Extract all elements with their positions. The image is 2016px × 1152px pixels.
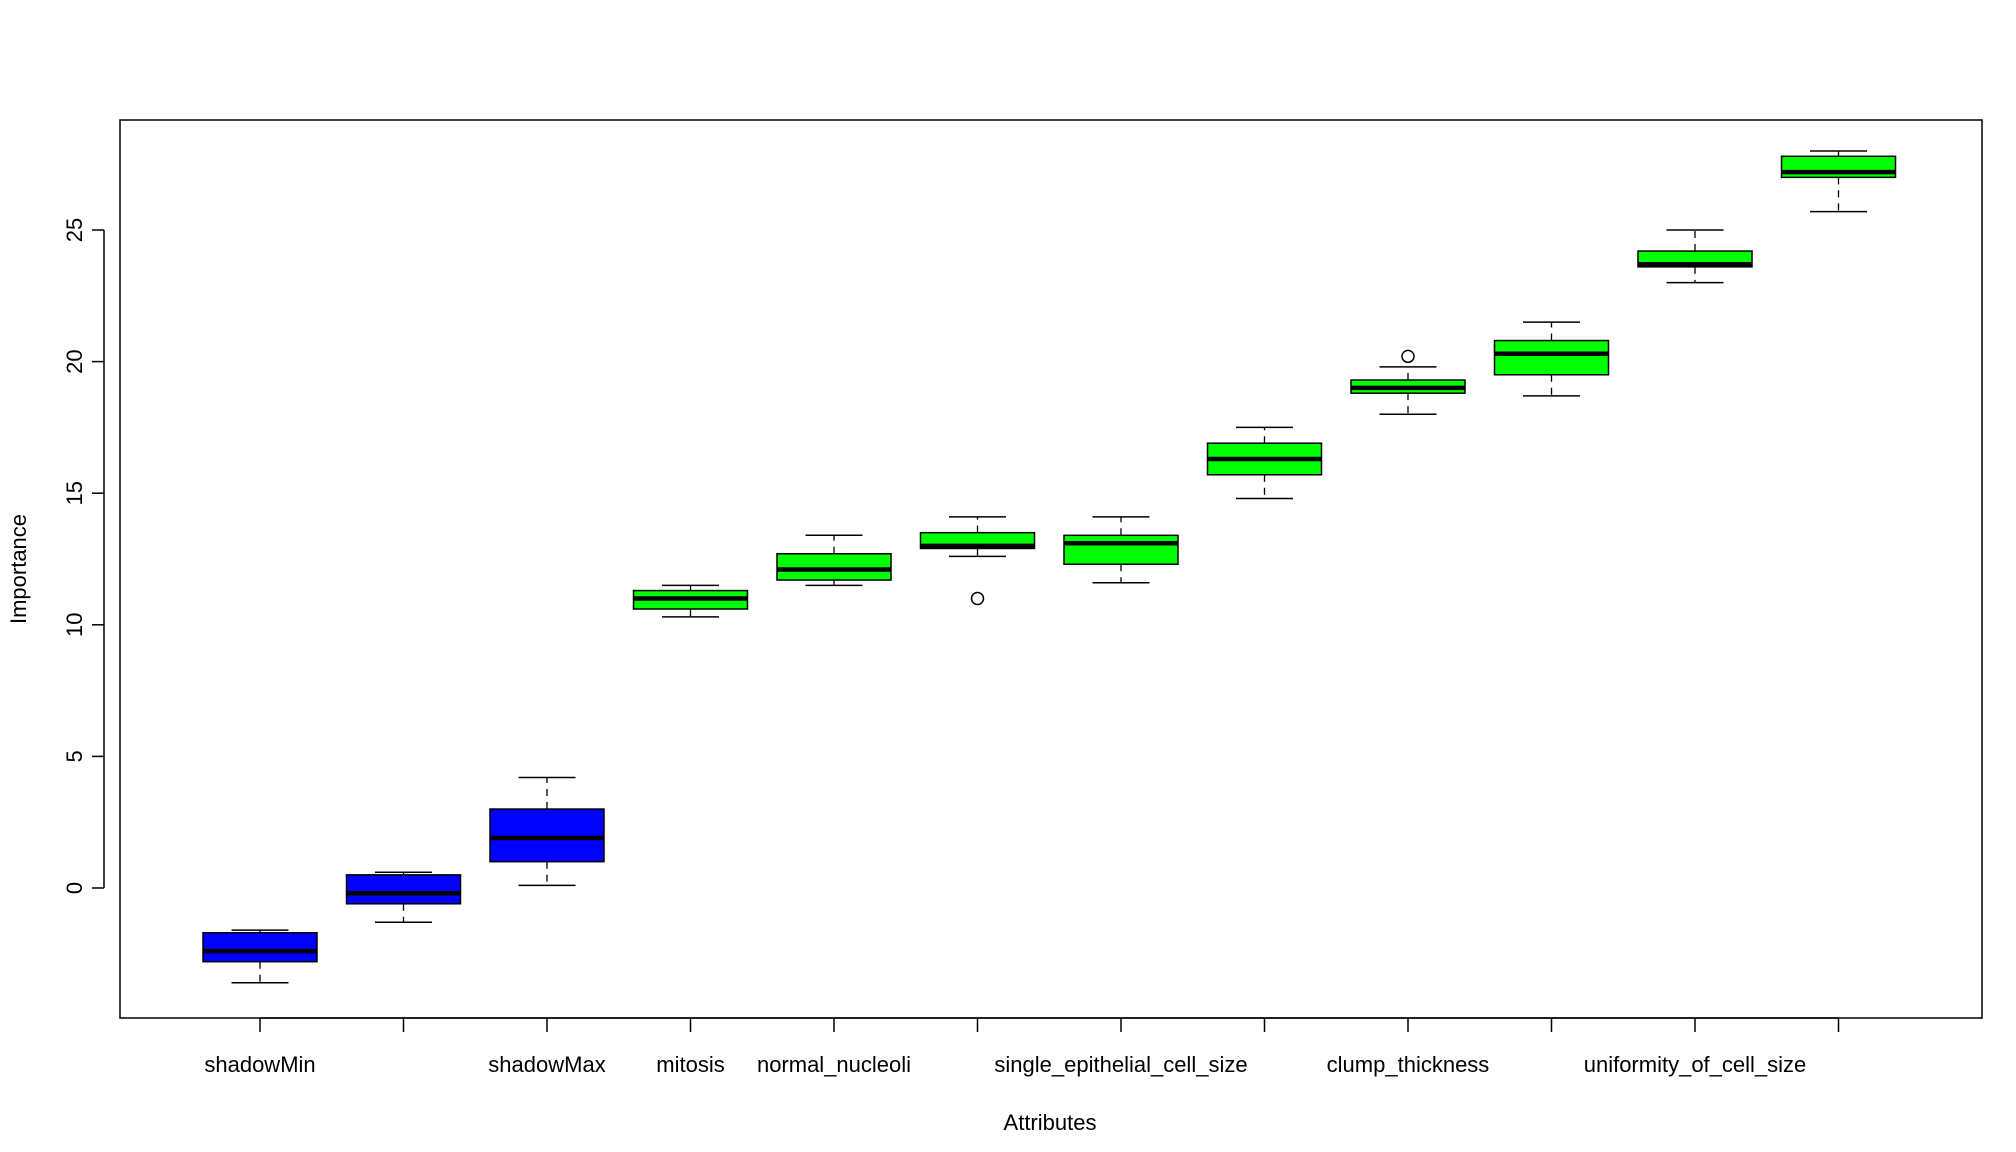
box-1 bbox=[202, 929, 318, 984]
x-tick-label: uniformity_of_cell_size bbox=[1584, 1052, 1807, 1077]
x-tick-label: single_epithelial_cell_size bbox=[994, 1052, 1247, 1077]
y-tick-label: 15 bbox=[62, 481, 87, 505]
box-3 bbox=[489, 776, 605, 887]
box-body bbox=[776, 552, 892, 581]
box-body bbox=[1493, 339, 1610, 376]
box-5 bbox=[776, 534, 892, 587]
x-tick-label: shadowMin bbox=[204, 1052, 315, 1077]
box-9 bbox=[1350, 349, 1466, 415]
box-8 bbox=[1206, 426, 1323, 500]
box-12 bbox=[1780, 150, 1897, 213]
box-7 bbox=[1063, 516, 1179, 584]
outlier-point bbox=[1401, 349, 1415, 364]
box-body bbox=[489, 808, 605, 863]
box-11 bbox=[1637, 229, 1753, 284]
y-axis-title: Importance bbox=[6, 514, 31, 624]
x-tick-label: mitosis bbox=[656, 1052, 724, 1077]
y-axis: 0 5 10 15 20 25 bbox=[62, 218, 105, 894]
box-4 bbox=[632, 584, 749, 618]
y-tick-label: 10 bbox=[62, 613, 87, 637]
x-axis-title: Attributes bbox=[1004, 1110, 1097, 1135]
y-tick-label: 20 bbox=[62, 349, 87, 373]
x-tick-label: normal_nucleoli bbox=[757, 1052, 911, 1077]
outlier-point bbox=[970, 591, 985, 606]
x-tick-label: clump_thickness bbox=[1327, 1052, 1490, 1077]
y-tick-label: 25 bbox=[62, 218, 87, 242]
box-body bbox=[202, 931, 318, 963]
x-tick-label: shadowMax bbox=[488, 1052, 605, 1077]
box-10 bbox=[1493, 321, 1610, 397]
plot-area bbox=[202, 150, 1897, 984]
box-body bbox=[345, 874, 462, 905]
box-2 bbox=[345, 871, 462, 923]
y-tick-label: 0 bbox=[62, 882, 87, 894]
box-body bbox=[1063, 534, 1179, 566]
y-tick-label: 5 bbox=[62, 750, 87, 762]
x-axis: shadowMin shadowMax mitosis normal_nucleoli… bbox=[204, 1017, 1840, 1077]
box-6 bbox=[919, 516, 1036, 606]
